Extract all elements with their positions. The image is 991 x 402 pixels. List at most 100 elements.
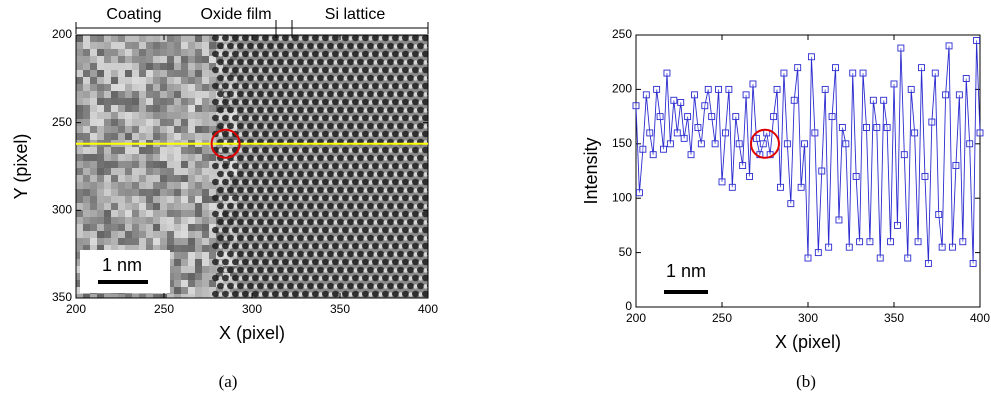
texture — [282, 98, 290, 106]
point — [694, 124, 702, 131]
texture — [352, 242, 360, 250]
texture — [357, 58, 365, 66]
point — [677, 99, 685, 106]
texture — [247, 90, 255, 98]
texture — [212, 66, 220, 74]
texture — [397, 42, 405, 50]
texture — [257, 202, 265, 210]
texture — [383, 236, 388, 241]
texture — [242, 82, 250, 90]
texture — [302, 98, 310, 106]
texture — [357, 106, 365, 114]
texture — [422, 194, 428, 202]
x-tick-label: 400 — [970, 311, 990, 325]
texture — [358, 164, 363, 169]
texture — [188, 168, 195, 175]
texture — [90, 203, 97, 210]
point — [708, 113, 716, 121]
point — [691, 91, 698, 99]
texture — [258, 276, 263, 281]
texture — [111, 35, 118, 42]
texture — [348, 212, 353, 217]
texture — [237, 170, 245, 178]
x-tick-label: 200 — [66, 302, 86, 316]
texture — [195, 84, 202, 91]
texture — [195, 147, 202, 154]
texture — [76, 280, 83, 287]
texture — [248, 84, 253, 89]
texture — [337, 154, 345, 162]
texture — [292, 35, 300, 42]
texture — [277, 299, 284, 305]
texture — [258, 68, 263, 73]
texture — [322, 274, 330, 282]
texture — [272, 178, 280, 186]
texture — [278, 68, 283, 73]
texture — [174, 84, 181, 91]
texture — [132, 49, 139, 56]
texture — [302, 290, 310, 298]
texture — [353, 108, 358, 113]
texture — [293, 268, 298, 273]
texture — [76, 266, 83, 273]
texture — [267, 186, 275, 194]
texture — [212, 35, 220, 42]
texture — [317, 74, 325, 82]
texture — [258, 52, 263, 57]
texture — [333, 220, 338, 225]
texture — [412, 226, 420, 234]
texture — [181, 217, 188, 224]
texture — [233, 220, 238, 225]
texture — [292, 194, 300, 202]
texture — [342, 194, 350, 202]
point — [921, 172, 929, 180]
texture — [322, 226, 330, 234]
texture — [202, 112, 209, 119]
texture — [227, 122, 235, 130]
texture — [347, 74, 355, 82]
texture — [332, 146, 340, 154]
texture — [104, 105, 111, 112]
texture — [397, 186, 405, 194]
texture — [273, 156, 278, 161]
texture — [413, 284, 418, 289]
texture — [312, 290, 320, 298]
texture — [278, 212, 283, 217]
texture — [202, 161, 209, 168]
texture — [153, 161, 160, 168]
texture — [332, 35, 340, 42]
texture — [362, 178, 370, 186]
texture — [373, 252, 378, 257]
texture — [237, 106, 245, 114]
texture — [312, 35, 320, 42]
texture — [174, 266, 181, 273]
texture — [307, 154, 315, 162]
texture — [408, 260, 413, 265]
texture — [253, 124, 258, 129]
texture — [407, 154, 415, 162]
texture — [387, 170, 395, 178]
texture — [111, 105, 118, 112]
texture — [342, 290, 350, 298]
texture — [253, 44, 258, 49]
texture — [378, 36, 383, 41]
texture — [188, 77, 195, 84]
texture — [167, 287, 174, 294]
texture — [167, 105, 174, 112]
texture — [303, 44, 308, 49]
texture — [358, 228, 363, 233]
texture — [402, 162, 410, 170]
texture — [428, 244, 432, 248]
texture — [238, 52, 243, 57]
texture — [307, 74, 315, 82]
texture — [353, 204, 358, 209]
texture — [209, 280, 216, 287]
texture — [238, 84, 243, 89]
texture — [428, 68, 432, 72]
texture — [317, 122, 325, 130]
texture — [288, 196, 293, 201]
texture — [160, 182, 167, 189]
texture — [174, 161, 181, 168]
texture — [104, 147, 111, 154]
texture — [292, 98, 300, 106]
